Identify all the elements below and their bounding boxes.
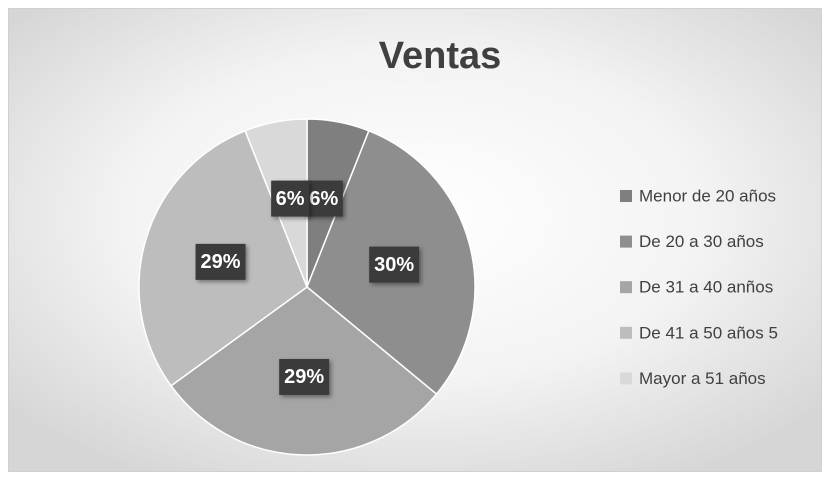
data-labels: 6% 30% 29% 29% 6%: [195, 180, 420, 395]
data-label: 6%: [276, 188, 305, 210]
legend-label: De 41 a 50 años 5: [639, 323, 778, 342]
data-label: 29%: [284, 366, 324, 388]
data-label-box: [304, 180, 343, 217]
data-label: 6%: [309, 188, 338, 210]
legend-label: De 20 a 30 años: [639, 232, 764, 251]
pie: [138, 118, 476, 456]
legend-label: Menor de 20 años: [639, 186, 776, 205]
chart-title: Ventas: [379, 35, 502, 77]
data-label: 29%: [201, 251, 241, 273]
data-label-box: [195, 243, 246, 280]
data-label-box: [271, 180, 310, 217]
legend-label: Mayor a 51 años: [639, 369, 766, 388]
legend-swatch: [620, 190, 632, 202]
legend-swatch: [620, 235, 632, 248]
legend-swatch: [620, 326, 632, 339]
legend: Menor de 20 años De 20 a 30 años De 31 a 4…: [620, 186, 778, 388]
data-label: 30%: [374, 254, 414, 276]
legend-label: De 31 a 40 anños: [639, 278, 773, 297]
legend-swatch: [620, 372, 632, 385]
legend-swatch: [620, 281, 632, 294]
data-label-box: [369, 246, 420, 283]
data-label-box: [279, 358, 330, 395]
